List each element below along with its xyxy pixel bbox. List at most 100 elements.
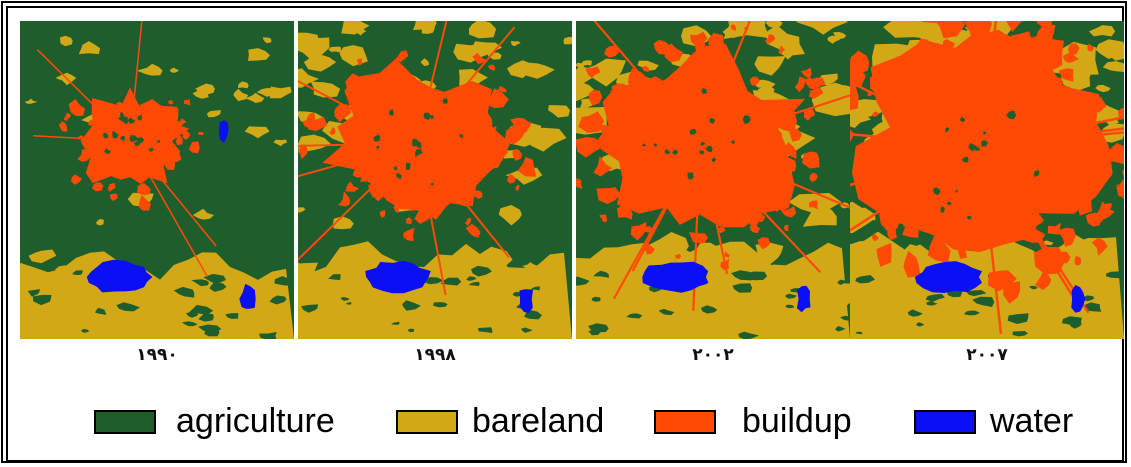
buildup-patch <box>927 234 951 264</box>
bareland-patch <box>475 246 513 270</box>
buildup-patch <box>77 148 92 162</box>
buildup-patch <box>986 191 1010 218</box>
buildup-patch <box>394 206 400 213</box>
agriculture-patch <box>258 331 277 339</box>
legend: agriculture bareland buildup water <box>20 396 1120 456</box>
buildup-patch <box>334 103 352 122</box>
agriculture-label: agriculture <box>176 402 335 440</box>
buildup-patch <box>871 111 879 117</box>
agriculture-patch <box>181 321 198 327</box>
bareland-patch <box>298 207 306 213</box>
buildup-patch <box>773 130 783 141</box>
bareland-patch <box>233 88 249 102</box>
bareland-patch <box>951 296 971 306</box>
buildup-patch <box>956 57 963 64</box>
buildup-patch <box>163 154 169 161</box>
buildup-patch <box>872 167 890 188</box>
buildup-patch <box>500 87 507 93</box>
buildup-patch <box>150 103 161 112</box>
agriculture-patch <box>225 313 239 319</box>
bareland-patch <box>256 88 274 97</box>
bareland-patch <box>548 105 570 118</box>
buildup-patch <box>968 21 986 37</box>
buildup-patch <box>993 201 999 209</box>
buildup-patch <box>437 195 451 208</box>
buildup-patch <box>1033 112 1057 133</box>
map-panel-1990 <box>20 21 294 339</box>
buildup-patch <box>458 108 477 129</box>
buildup-road <box>979 116 1124 148</box>
buildup-patch <box>356 58 363 66</box>
bareland-patch <box>28 249 57 264</box>
agriculture-fragment <box>156 139 161 144</box>
agriculture-patch <box>785 293 797 299</box>
buildup-patch <box>88 119 94 127</box>
agriculture-fragment <box>981 140 988 147</box>
buildup-patch <box>94 126 104 136</box>
bareland-patch <box>468 21 497 39</box>
bareland-patch <box>1037 265 1100 293</box>
year-label-2007: ٢٠٠٧ <box>966 345 1008 365</box>
buildup-patch <box>410 184 429 196</box>
buildup-patch <box>374 193 386 202</box>
agriculture-patch <box>731 270 756 281</box>
buildup-road <box>698 144 729 275</box>
bareland-patch <box>193 289 205 296</box>
bareland-patch <box>637 60 659 71</box>
buildup-patch <box>1082 93 1107 113</box>
buildup-patch <box>353 143 370 160</box>
buildup-patch <box>738 100 758 122</box>
buildup-road <box>850 144 981 232</box>
agriculture-fragment <box>430 115 434 120</box>
buildup-patch <box>916 46 933 61</box>
buildup-patch <box>1082 108 1092 116</box>
agriculture-patch <box>468 281 480 287</box>
buildup-patch <box>1050 83 1071 107</box>
buildup-patch <box>164 160 176 170</box>
buildup-patch <box>1057 227 1076 248</box>
agriculture-fragment <box>705 145 713 153</box>
bareland-patch <box>1095 39 1124 59</box>
bareland-patch <box>298 262 318 281</box>
buildup-patch <box>138 194 151 211</box>
bareland-patch <box>248 48 271 61</box>
agriculture-patch <box>478 327 493 333</box>
agriculture-patch <box>173 286 195 298</box>
agriculture-patch <box>916 322 925 327</box>
water-pond <box>218 120 229 143</box>
buildup-patch <box>778 45 786 55</box>
buildup-patch <box>338 191 351 207</box>
bareland-swatch <box>396 410 458 434</box>
buildup-patch <box>641 155 654 167</box>
buildup-patch <box>578 111 605 133</box>
buildup-patch <box>167 120 182 131</box>
buildup-patch <box>903 113 914 126</box>
buildup-patch <box>345 181 359 192</box>
buildup-road <box>850 132 981 148</box>
buildup-patch <box>794 76 806 93</box>
agriculture-patch <box>198 313 214 322</box>
buildup-patch <box>409 204 417 212</box>
buildup-patch <box>124 99 129 106</box>
buildup-road <box>416 142 510 258</box>
agriculture-fragment <box>459 134 464 139</box>
agriculture-fragment <box>103 132 109 139</box>
buildup-patch <box>1058 68 1074 82</box>
buildup-patch <box>642 65 650 72</box>
buildup-patch <box>1108 143 1124 165</box>
agriculture-patch <box>466 276 477 281</box>
buildup-patch <box>1060 154 1079 169</box>
agriculture-patch <box>33 294 52 306</box>
buildup-patch <box>672 87 693 104</box>
land-cover-map <box>20 21 294 339</box>
bareland-patch <box>245 92 265 103</box>
agriculture-patch <box>198 324 222 333</box>
bareland-patch <box>310 81 341 98</box>
bareland-patch <box>581 60 592 66</box>
buildup-patch <box>616 203 633 220</box>
buildup-patch <box>405 217 413 224</box>
buildup-patch <box>921 21 937 24</box>
buildup-patch <box>757 237 771 250</box>
buildup-patch <box>789 127 803 142</box>
buildup-patch <box>902 222 919 238</box>
